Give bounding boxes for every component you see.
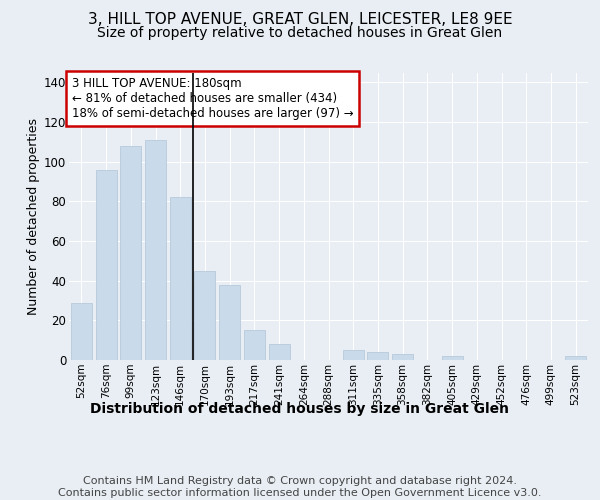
Bar [170,198,191,360]
Bar [145,140,166,360]
Text: Contains HM Land Registry data © Crown copyright and database right 2024.
Contai: Contains HM Land Registry data © Crown c… [58,476,542,498]
Text: Distribution of detached houses by size in Great Glen: Distribution of detached houses by size … [91,402,509,416]
Bar [194,271,215,360]
Y-axis label: Number of detached properties: Number of detached properties [26,118,40,315]
Bar [71,302,92,360]
Bar [392,354,413,360]
Bar [565,356,586,360]
Text: Size of property relative to detached houses in Great Glen: Size of property relative to detached ho… [97,26,503,40]
Bar [343,350,364,360]
Text: 3, HILL TOP AVENUE, GREAT GLEN, LEICESTER, LE8 9EE: 3, HILL TOP AVENUE, GREAT GLEN, LEICESTE… [88,12,512,28]
Bar [244,330,265,360]
Bar [442,356,463,360]
Text: 3 HILL TOP AVENUE: 180sqm
← 81% of detached houses are smaller (434)
18% of semi: 3 HILL TOP AVENUE: 180sqm ← 81% of detac… [71,77,353,120]
Bar [219,284,240,360]
Bar [367,352,388,360]
Bar [269,344,290,360]
Bar [95,170,116,360]
Bar [120,146,141,360]
